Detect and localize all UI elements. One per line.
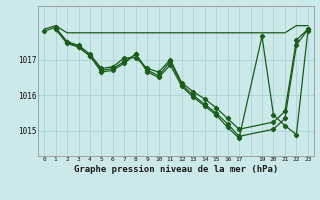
X-axis label: Graphe pression niveau de la mer (hPa): Graphe pression niveau de la mer (hPa)	[74, 165, 278, 174]
